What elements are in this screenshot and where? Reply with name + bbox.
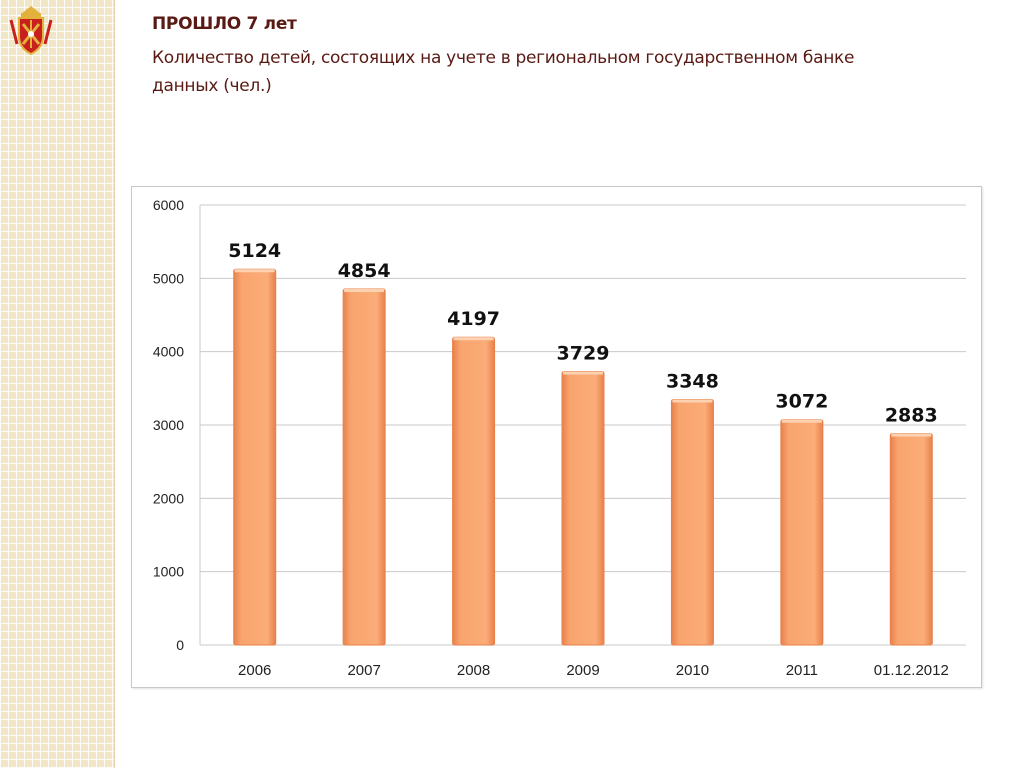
x-tick-label: 2009: [566, 662, 599, 679]
x-tick-label: 2007: [347, 662, 380, 679]
x-tick-label: 01.12.2012: [874, 662, 949, 679]
y-tick-label: 2000: [153, 490, 184, 506]
decorative-side-strip: [0, 0, 115, 768]
bar: [342, 288, 386, 646]
data-label: 4197: [447, 308, 500, 330]
x-tick-label: 2010: [676, 662, 709, 679]
bar: [889, 433, 933, 646]
x-tick-label: 2006: [238, 662, 271, 679]
data-label: 5124: [228, 240, 281, 262]
bar-highlight: [672, 399, 713, 403]
bar-highlight: [344, 289, 385, 293]
data-label: 2883: [885, 405, 938, 427]
chart-frame: 0 1000 2000 3000 4000 5000 6000 5124 4854 4197 37…: [131, 186, 982, 688]
bar: [233, 268, 277, 646]
slide-subtitle: Количество детей, состоящих на учете в р…: [152, 48, 855, 96]
bar-chart: 0 1000 2000 3000 4000 5000 6000 5124 4854 4197 37…: [153, 197, 966, 679]
x-tick-label: 2008: [457, 662, 490, 679]
bar: [452, 336, 496, 646]
x-tick-label: 2011: [786, 662, 818, 679]
data-label: 3729: [557, 343, 610, 365]
bars: [233, 268, 933, 646]
bar-highlight: [891, 433, 932, 437]
y-tick-label: 4000: [153, 344, 184, 360]
y-tick-label: 5000: [153, 270, 184, 286]
y-tick-label: 1000: [153, 564, 184, 580]
data-label: 3072: [775, 391, 828, 413]
y-tick-label: 3000: [153, 417, 184, 433]
slide-title: ПРОШЛО 7 лет: [152, 14, 297, 34]
bar: [561, 371, 605, 646]
data-label: 3348: [666, 370, 719, 392]
bar: [670, 398, 714, 646]
coat-of-arms-icon: [9, 6, 53, 56]
data-label: 4854: [338, 260, 391, 282]
y-tick-label: 0: [176, 637, 184, 653]
bar-highlight: [563, 371, 603, 375]
bar-highlight: [234, 269, 275, 273]
y-axis-ticks: 0 1000 2000 3000 4000 5000 6000: [153, 197, 184, 653]
bar-highlight: [453, 337, 494, 341]
bar-highlight: [781, 419, 822, 423]
x-axis-ticks: 2006 2007 2008 2009 2010 2011 01.12.2012: [238, 662, 949, 679]
bar: [780, 419, 824, 646]
y-tick-label: 6000: [153, 197, 184, 213]
data-labels: 5124 4854 4197 3729 3348 3072 2883: [228, 240, 937, 426]
